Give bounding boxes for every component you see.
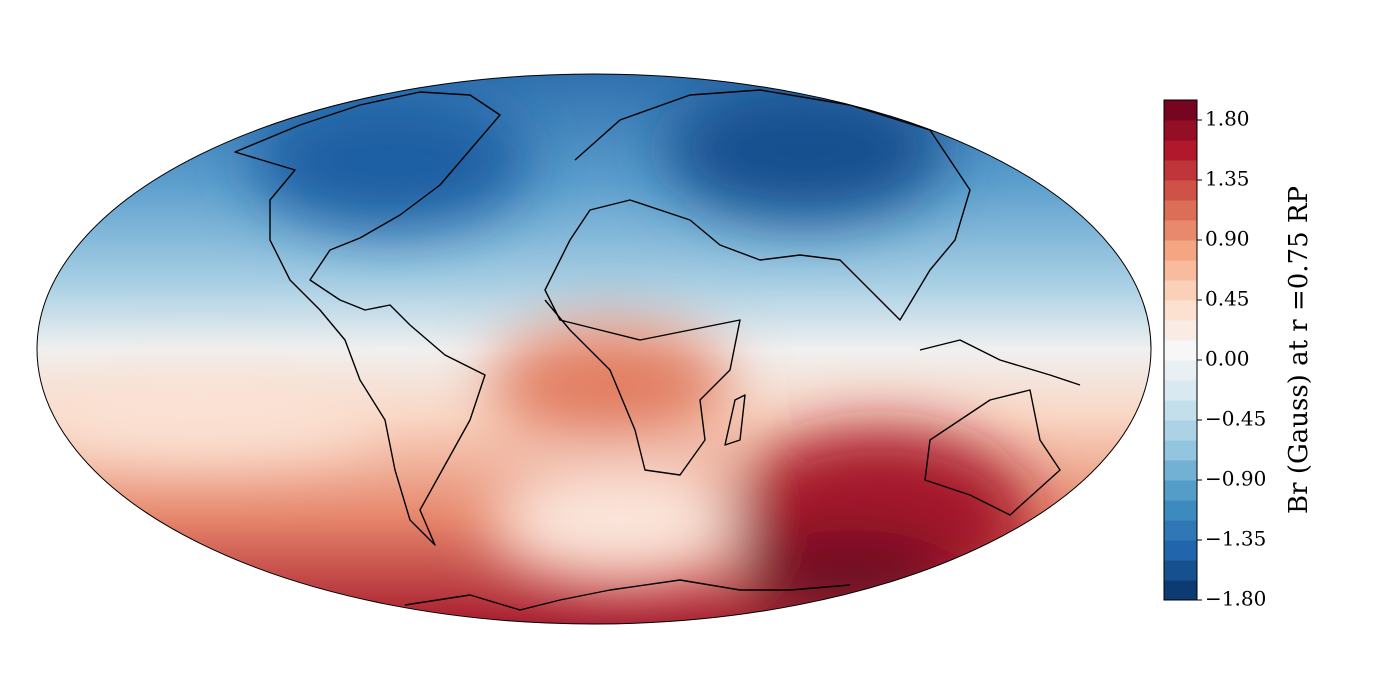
colorbar-band xyxy=(1164,320,1197,341)
colorbar-tick-label: −1.35 xyxy=(1205,527,1266,551)
colorbar-band xyxy=(1164,140,1197,161)
colorbar-band xyxy=(1164,260,1197,281)
colorbar-band xyxy=(1164,540,1197,561)
colorbar-band xyxy=(1164,400,1197,421)
colorbar-band xyxy=(1164,120,1197,141)
colorbar-band xyxy=(1164,580,1197,601)
colorbar-band xyxy=(1164,280,1197,301)
colorbar-tick-label: −0.45 xyxy=(1205,407,1266,431)
colorbar-band xyxy=(1164,340,1197,361)
coastlines xyxy=(234,89,1081,611)
colorbar-band xyxy=(1164,200,1197,221)
colorbar-band xyxy=(1164,380,1197,401)
colorbar-tick-label: 0.00 xyxy=(1205,347,1250,371)
colorbar-band xyxy=(1164,500,1197,521)
colorbar-band xyxy=(1164,180,1197,201)
colorbar-band xyxy=(1164,360,1197,381)
colorbar-band xyxy=(1164,520,1197,541)
colorbar-band xyxy=(1164,480,1197,501)
colorbar-band xyxy=(1164,560,1197,581)
colorbar-band xyxy=(1164,100,1197,121)
colorbar: −1.80 −1.35 −0.90 −0.45 0.00 0.45 0.90 1.35 1.80 xyxy=(1163,99,1266,611)
colorbar-band xyxy=(1164,440,1197,461)
colorbar-tick-label: 0.90 xyxy=(1205,227,1250,251)
colorbar-tick-label: −1.80 xyxy=(1205,587,1266,611)
colorbar-tick-label: −0.90 xyxy=(1205,467,1266,491)
colorbar-band xyxy=(1164,460,1197,481)
colorbar-frame xyxy=(1163,99,1198,601)
colorbar-tick-label: 0.45 xyxy=(1205,287,1250,311)
colorbar-band xyxy=(1164,220,1197,241)
colorbar-tick-label: 1.35 xyxy=(1205,167,1250,191)
colorbar-label: Br (Gauss) at r =0.75 RP xyxy=(1284,186,1314,514)
map-boundary xyxy=(36,73,1152,625)
colorbar-band xyxy=(1164,240,1197,261)
colorbar-tick-label: 1.80 xyxy=(1205,107,1250,131)
colorbar-band xyxy=(1164,300,1197,321)
colorbar-band xyxy=(1164,420,1197,441)
colorbar-band xyxy=(1164,160,1197,181)
